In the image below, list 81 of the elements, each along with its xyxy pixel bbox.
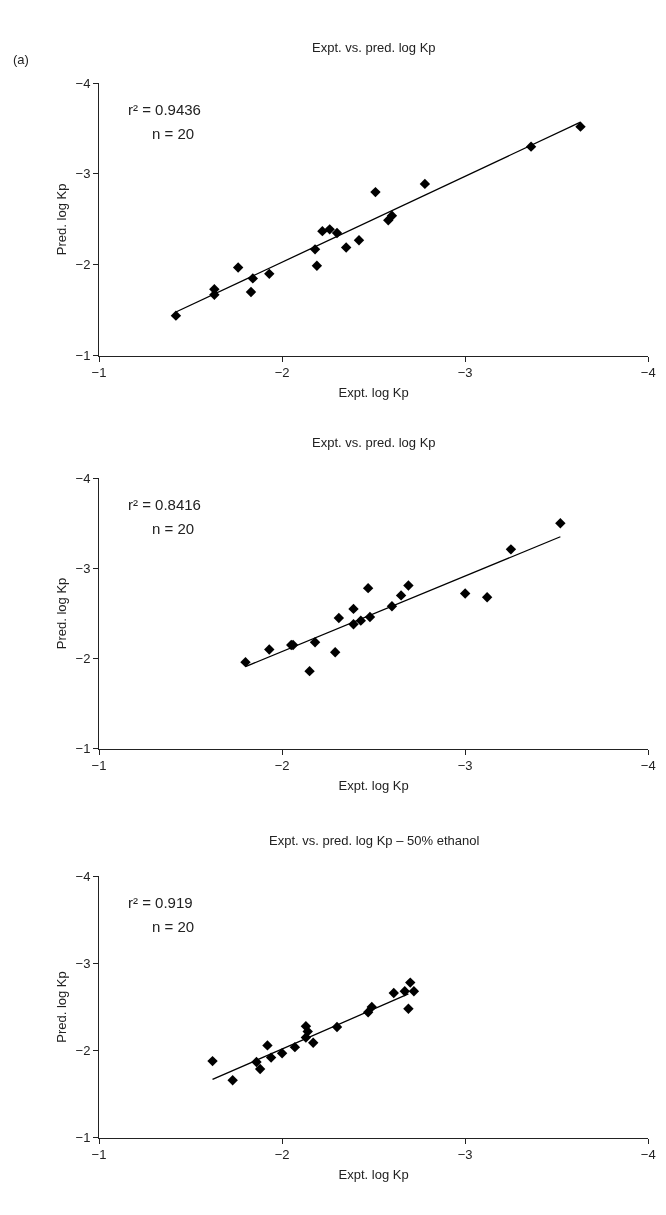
point — [505, 544, 517, 555]
point — [575, 121, 586, 132]
point — [240, 656, 251, 668]
x-tick-label: −3 — [457, 365, 473, 381]
y-tick-label: −1 — [75, 348, 91, 364]
point — [340, 242, 352, 253]
point — [386, 210, 398, 221]
y-tick-label: −4 — [75, 868, 91, 884]
point — [262, 1040, 273, 1051]
point — [348, 603, 359, 615]
point — [304, 665, 315, 677]
y-tick-label: −2 — [75, 651, 91, 667]
chart-title: Expt. vs. pred. log Kp – 50% ethanol — [269, 833, 480, 848]
y-axis-title: Pred. log Kp — [53, 577, 69, 650]
point — [245, 286, 257, 298]
point — [333, 612, 345, 624]
point — [227, 1075, 238, 1086]
x-tick-label: −2 — [274, 1147, 290, 1163]
point — [207, 1055, 218, 1067]
point — [362, 582, 374, 594]
y-tick-label: −3 — [75, 955, 91, 971]
point — [403, 580, 414, 591]
point — [254, 1063, 266, 1075]
point — [264, 644, 275, 655]
point — [459, 588, 471, 599]
annotation: n = 20 — [152, 520, 195, 537]
x-tick-label: −4 — [640, 365, 656, 381]
point — [329, 647, 341, 658]
y-tick-label: −4 — [75, 75, 91, 91]
point — [408, 986, 420, 997]
point — [481, 591, 493, 603]
point — [264, 268, 275, 280]
point — [308, 1037, 319, 1048]
x-axis-title: Expt. log Kp — [338, 777, 409, 793]
point — [399, 986, 410, 997]
annotation: n = 20 — [152, 125, 195, 142]
y-tick-label: −4 — [75, 470, 91, 486]
point — [364, 611, 376, 623]
x-tick-label: −3 — [457, 758, 473, 774]
annotation: r² = 0.919 — [128, 894, 193, 911]
point — [276, 1048, 288, 1059]
point — [555, 518, 566, 529]
text: (a) — [13, 52, 29, 67]
point — [232, 262, 244, 273]
point — [353, 235, 365, 246]
x-tick-label: −1 — [91, 1147, 107, 1163]
point — [309, 637, 321, 648]
point — [395, 590, 407, 601]
point — [289, 1041, 301, 1053]
point — [403, 1003, 414, 1014]
x-tick-label: −1 — [91, 365, 107, 381]
y-tick-label: −3 — [75, 166, 91, 182]
chart-title: Expt. vs. pred. log Kp — [312, 435, 436, 450]
x-axis-title: Expt. log Kp — [338, 384, 409, 400]
y-axis-title: Pred. log Kp — [53, 971, 69, 1043]
x-tick-label: −4 — [640, 1147, 656, 1163]
y-tick-label: −2 — [75, 1043, 91, 1059]
chart-title: Expt. vs. pred. log Kp — [312, 40, 436, 55]
y-tick-label: −3 — [75, 560, 91, 576]
y-tick-label: −2 — [75, 257, 91, 273]
x-tick-label: −4 — [640, 758, 656, 774]
annotation: r² = 0.8416 — [128, 496, 201, 513]
point — [388, 987, 399, 999]
point — [405, 977, 416, 988]
annotation: r² = 0.9436 — [128, 101, 201, 118]
y-tick-label: −1 — [75, 741, 91, 757]
y-axis-title: Pred. log Kp — [53, 183, 69, 256]
point — [370, 186, 381, 198]
x-tick-label: −2 — [274, 365, 290, 381]
x-tick-label: −2 — [274, 758, 290, 774]
annotation: n = 20 — [152, 918, 195, 935]
point — [331, 227, 343, 239]
point — [170, 310, 182, 321]
x-tick-label: −1 — [91, 758, 107, 774]
point — [419, 178, 431, 190]
x-axis-title: Expt. log Kp — [338, 1167, 409, 1183]
point — [311, 260, 323, 271]
x-tick-label: −3 — [457, 1147, 473, 1163]
point — [331, 1021, 343, 1033]
y-tick-label: −1 — [75, 1130, 91, 1146]
point — [324, 224, 335, 235]
